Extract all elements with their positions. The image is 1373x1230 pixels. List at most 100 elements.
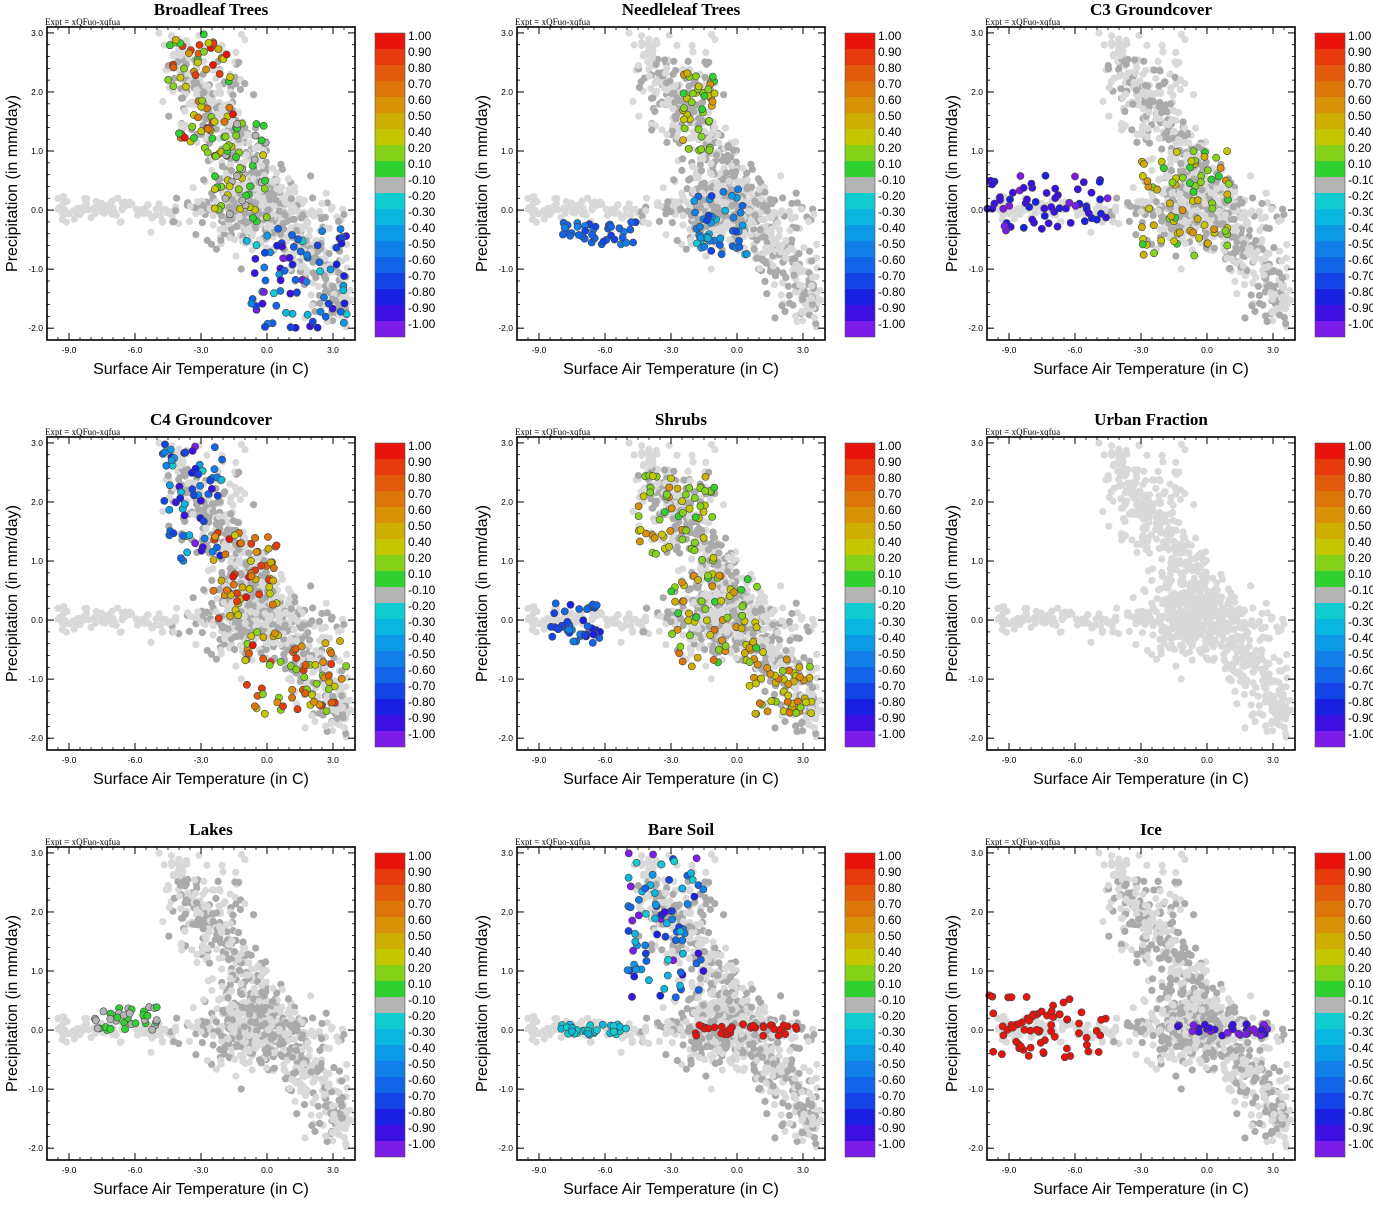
colorbar-swatch	[845, 225, 875, 241]
background-point	[318, 200, 325, 207]
background-point	[278, 184, 285, 191]
highlight-point	[316, 268, 323, 275]
highlight-point	[182, 83, 189, 90]
colorbar-swatch	[375, 321, 405, 337]
background-point	[746, 208, 753, 215]
x-tick-label: -3.0	[194, 345, 209, 355]
background-point	[290, 613, 297, 620]
background-point	[1172, 253, 1179, 260]
highlight-points	[984, 148, 1233, 260]
highlight-point	[337, 226, 344, 233]
background-point	[751, 245, 758, 252]
colorbar-label: 0.40	[878, 125, 902, 139]
background-point	[647, 52, 654, 59]
background-point	[152, 622, 159, 629]
background-point	[761, 216, 768, 223]
colorbar-swatch	[1315, 193, 1345, 209]
highlight-point	[196, 41, 203, 48]
background-point	[683, 198, 690, 205]
background-point	[1270, 244, 1277, 251]
background-point	[1099, 98, 1106, 105]
background-point	[338, 705, 345, 712]
colorbar: 1.000.900.800.700.600.500.400.200.10-0.1…	[1315, 29, 1373, 337]
highlight-point	[703, 217, 710, 224]
background-point	[674, 237, 681, 244]
background-point	[1178, 130, 1185, 137]
background-point	[1231, 216, 1238, 223]
y-axis-label: Precipitation (in mm/day)	[4, 95, 21, 272]
colorbar-swatch	[845, 129, 875, 145]
colorbar-label: -0.20	[1348, 189, 1373, 203]
colorbar-swatch	[375, 289, 405, 305]
background-point	[1119, 95, 1126, 102]
background-point	[210, 221, 217, 228]
background-point	[1165, 136, 1172, 143]
background-point	[225, 625, 232, 632]
background-point	[1185, 139, 1192, 146]
background-point	[81, 605, 88, 612]
background-point	[708, 130, 715, 137]
background-point	[646, 73, 653, 80]
highlight-point	[1190, 148, 1197, 155]
highlight-point	[685, 145, 692, 152]
background-point	[786, 292, 793, 299]
colorbar-swatch	[1315, 257, 1345, 273]
background-point	[722, 125, 729, 132]
background-point	[245, 139, 252, 146]
background-point	[739, 165, 746, 172]
highlight-point	[337, 308, 344, 315]
colorbar-label: 0.10	[878, 157, 902, 171]
highlight-point	[737, 209, 744, 216]
background-point	[304, 629, 311, 636]
background-point	[232, 253, 239, 260]
colorbar-swatch	[1315, 49, 1345, 65]
colorbar-swatch	[375, 113, 405, 129]
colorbar-label: -0.60	[878, 253, 906, 267]
colorbar-label: -0.40	[878, 221, 906, 235]
background-point	[119, 206, 126, 213]
colorbar-label: -0.80	[408, 285, 436, 299]
background-point	[308, 207, 315, 214]
background-point	[631, 41, 638, 48]
highlight-point	[297, 248, 304, 255]
background-point	[179, 95, 186, 102]
background-point	[197, 618, 204, 625]
colorbar-swatch	[375, 209, 405, 225]
colorbar-label: 0.10	[408, 157, 432, 171]
background-point	[636, 84, 643, 91]
highlight-point	[709, 73, 716, 80]
background-point	[231, 236, 238, 243]
background-point	[1248, 302, 1255, 309]
background-point	[1135, 96, 1142, 103]
highlight-point	[1186, 180, 1193, 187]
background-point	[340, 621, 347, 628]
colorbar-swatch	[375, 33, 405, 49]
background-point	[288, 195, 295, 202]
background-point	[1123, 61, 1130, 68]
highlight-point	[1208, 176, 1215, 183]
background-point	[1247, 172, 1254, 179]
highlight-point	[1194, 215, 1201, 222]
highlight-point	[249, 214, 256, 221]
background-point	[177, 462, 184, 469]
highlight-point	[1209, 205, 1216, 212]
highlight-point	[172, 36, 179, 43]
background-point	[756, 186, 763, 193]
highlight-point	[735, 186, 742, 193]
background-point	[75, 205, 82, 212]
background-point	[186, 628, 193, 635]
background-point	[221, 635, 228, 642]
background-point	[762, 259, 769, 266]
background-point	[1283, 241, 1290, 248]
background-point	[238, 31, 245, 38]
background-point	[173, 195, 180, 202]
highlight-point	[1009, 189, 1016, 196]
background-point	[1190, 91, 1197, 98]
highlight-point	[996, 196, 1003, 203]
background-point	[1153, 89, 1160, 96]
background-point	[761, 278, 768, 285]
highlight-point	[320, 294, 327, 301]
background-point	[1181, 80, 1188, 87]
chart-title: C3 Groundcover	[1090, 0, 1212, 19]
